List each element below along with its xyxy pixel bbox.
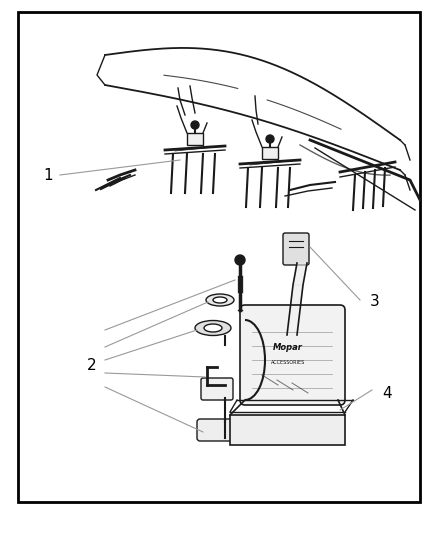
Bar [187,133,203,145]
FancyBboxPatch shape [197,419,253,441]
Bar [237,275,243,293]
Text: 4: 4 [382,385,392,400]
Text: 2: 2 [87,358,97,373]
Ellipse shape [213,297,227,303]
Bar [230,415,345,445]
Ellipse shape [195,320,231,335]
Bar [262,147,278,159]
Polygon shape [290,285,303,310]
FancyBboxPatch shape [201,378,233,400]
Text: 3: 3 [370,295,380,310]
Text: Mopar: Mopar [273,343,303,352]
Text: ACCESSORIES: ACCESSORIES [271,359,305,365]
FancyBboxPatch shape [240,305,345,405]
Circle shape [235,255,245,265]
Circle shape [266,135,274,143]
Circle shape [191,121,199,129]
FancyBboxPatch shape [283,233,309,265]
Polygon shape [293,263,307,285]
Polygon shape [287,310,300,335]
Text: 1: 1 [43,168,53,183]
Ellipse shape [206,294,234,306]
Ellipse shape [204,324,222,332]
